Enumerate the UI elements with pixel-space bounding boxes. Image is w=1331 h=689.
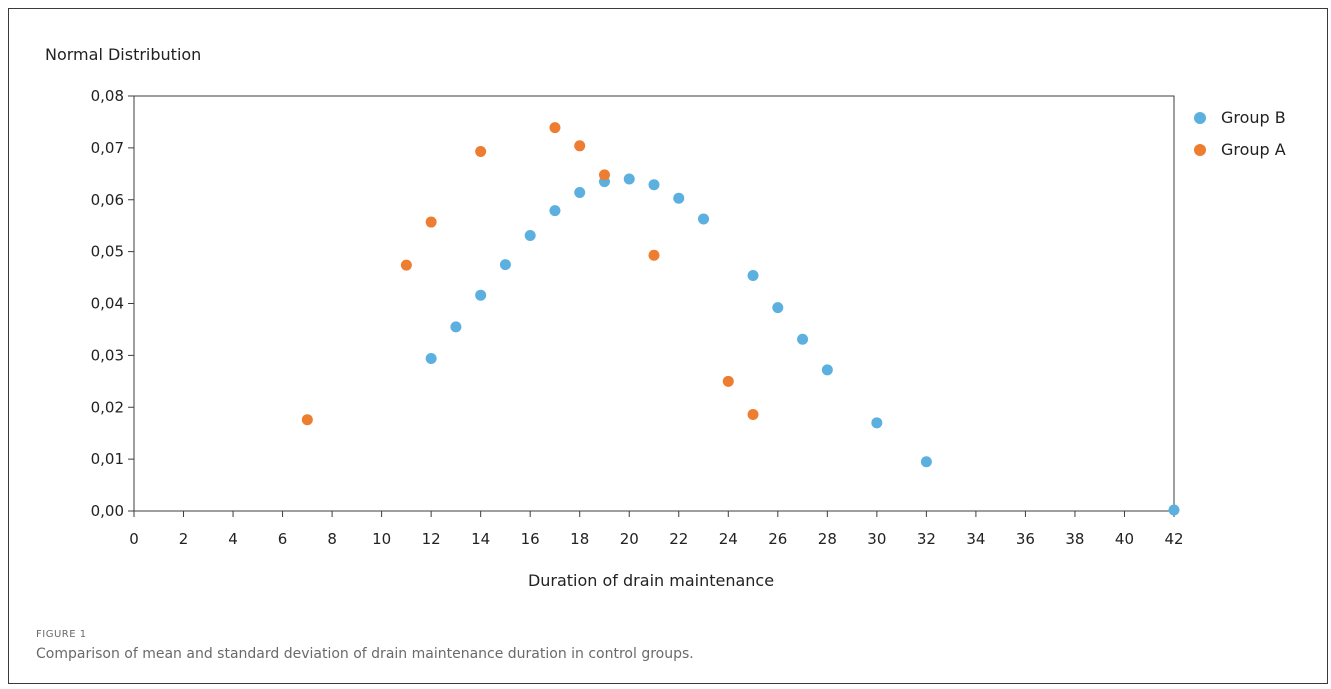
data-point — [598, 169, 610, 181]
data-point — [747, 409, 759, 421]
series-group-a — [301, 122, 759, 426]
data-point — [425, 352, 437, 364]
y-tick-label: 0,07 — [91, 139, 124, 157]
x-tick-label: 34 — [966, 530, 985, 548]
data-point — [549, 122, 561, 134]
x-tick-label: 16 — [521, 530, 540, 548]
x-tick-label: 42 — [1164, 530, 1183, 548]
x-tick-label: 24 — [719, 530, 738, 548]
x-axis-title: Duration of drain maintenance — [528, 571, 774, 590]
data-point — [475, 146, 487, 158]
x-tick-label: 38 — [1065, 530, 1084, 548]
x-tick-label: 20 — [620, 530, 639, 548]
legend: Group B Group A — [1194, 108, 1286, 159]
x-tick-label: 30 — [867, 530, 886, 548]
data-point — [673, 192, 685, 204]
data-point — [574, 186, 586, 198]
data-point — [648, 179, 660, 191]
data-point — [797, 333, 809, 345]
data-point — [524, 230, 536, 242]
data-point — [400, 259, 412, 271]
y-tick-label: 0,00 — [91, 502, 124, 520]
x-axis: 0 2 4 6 8 10 12 14 16 18 20 22 24 26 28 30 32 34 36 38 40 42 — [129, 511, 1184, 548]
legend-marker — [1194, 144, 1206, 156]
scatter-chart: Normal Distribution 0,00 0,01 0,02 0,03 0,04… — [45, 45, 1286, 590]
data-point — [698, 213, 710, 225]
x-tick-label: 6 — [278, 530, 288, 548]
x-tick-label: 10 — [372, 530, 391, 548]
legend-label: Group B — [1221, 108, 1286, 127]
x-tick-label: 22 — [669, 530, 688, 548]
series-group-b — [425, 173, 1180, 516]
y-tick-label: 0,08 — [91, 87, 124, 105]
y-tick-label: 0,03 — [91, 346, 124, 364]
data-point — [623, 173, 635, 185]
data-point — [475, 289, 487, 301]
legend-marker — [1194, 112, 1206, 124]
data-point — [722, 375, 734, 387]
figure-label: FIGURE 1 — [36, 629, 87, 640]
data-point — [648, 249, 660, 261]
data-point — [425, 216, 437, 228]
data-point — [747, 269, 759, 281]
x-tick-label: 2 — [179, 530, 189, 548]
x-tick-label: 26 — [768, 530, 787, 548]
x-tick-label: 4 — [228, 530, 238, 548]
x-tick-label: 8 — [327, 530, 337, 548]
data-point — [574, 140, 586, 152]
figure-frame — [8, 8, 1328, 684]
figure-caption: Comparison of mean and standard deviatio… — [36, 646, 694, 662]
x-tick-label: 12 — [422, 530, 441, 548]
legend-label: Group A — [1221, 140, 1286, 159]
y-tick-label: 0,04 — [91, 295, 124, 313]
x-tick-label: 14 — [471, 530, 490, 548]
x-tick-label: 32 — [917, 530, 936, 548]
data-point — [821, 364, 833, 376]
data-points — [301, 122, 1180, 516]
y-tick-label: 0,02 — [91, 398, 124, 416]
data-point — [1168, 504, 1180, 516]
data-point — [920, 456, 932, 468]
x-tick-label: 36 — [1016, 530, 1035, 548]
data-point — [499, 259, 511, 271]
data-point — [772, 302, 784, 314]
data-point — [549, 205, 561, 217]
x-tick-label: 40 — [1115, 530, 1134, 548]
x-tick-label: 28 — [818, 530, 837, 548]
y-axis: 0,00 0,01 0,02 0,03 0,04 0,05 0,06 0,07 0,08 — [91, 87, 134, 520]
x-tick-label: 18 — [570, 530, 589, 548]
x-tick-label: 0 — [129, 530, 139, 548]
data-point — [450, 321, 462, 333]
y-tick-label: 0,06 — [91, 191, 124, 209]
plot-area — [133, 95, 1175, 512]
y-tick-label: 0,05 — [91, 243, 124, 261]
y-tick-label: 0,01 — [91, 450, 124, 468]
data-point — [871, 417, 883, 429]
data-point — [301, 414, 313, 426]
chart-title: Normal Distribution — [45, 45, 201, 64]
